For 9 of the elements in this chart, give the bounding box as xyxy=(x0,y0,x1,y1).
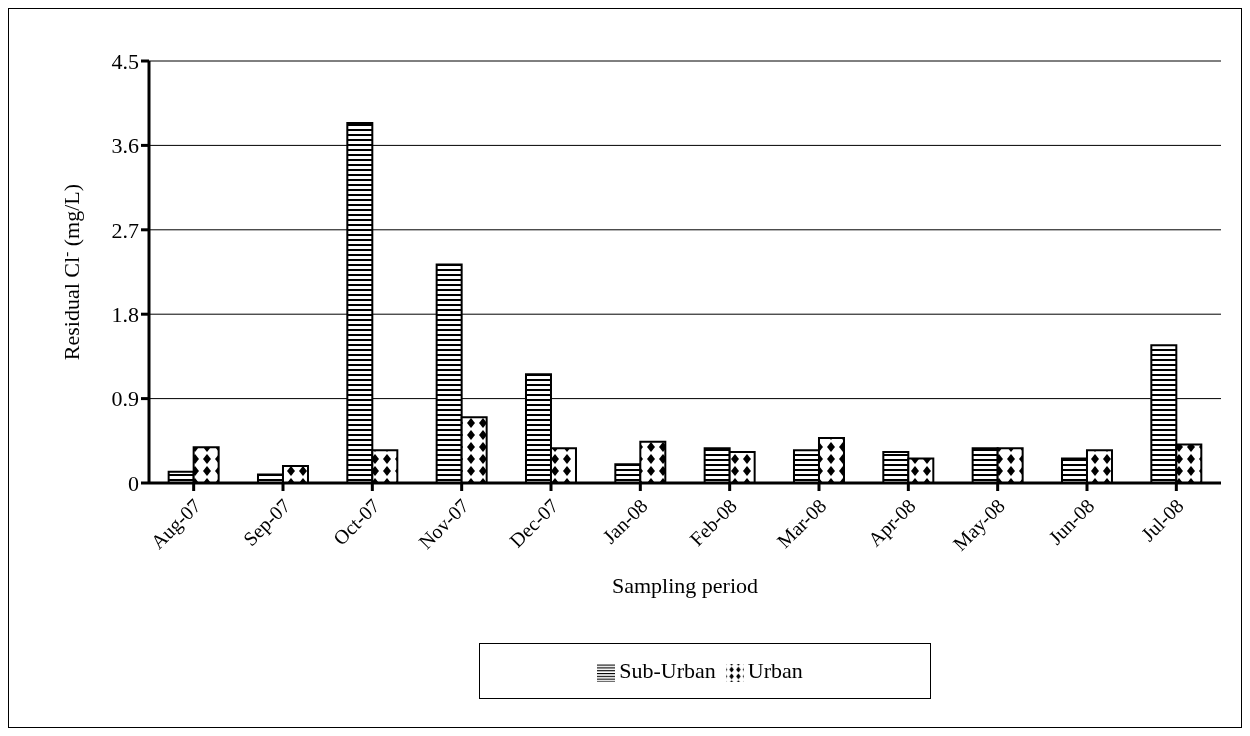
y-tick-label: 1.8 xyxy=(111,302,139,328)
y-tick-label: 3.6 xyxy=(111,133,139,159)
legend-label: Urban xyxy=(747,658,803,683)
x-axis-title: Sampling period xyxy=(611,573,759,598)
y-tick-label: 2.7 xyxy=(111,217,139,243)
y-tick-label: 4.5 xyxy=(111,48,139,74)
y-tick-label: 0 xyxy=(128,470,139,496)
y-tick-label: 0.9 xyxy=(111,386,139,412)
legend-label: Sub-Urban xyxy=(619,658,716,683)
